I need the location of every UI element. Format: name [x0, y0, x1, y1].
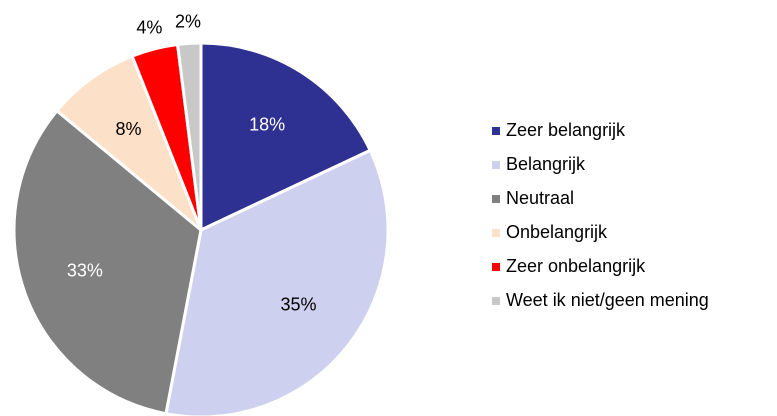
- data-label: 2%: [175, 12, 201, 32]
- legend-label: Zeer onbelangrijk: [506, 256, 646, 276]
- pie-slice: [164, 148, 390, 416]
- legend-swatch: [492, 297, 500, 305]
- data-label: 8%: [115, 119, 141, 139]
- pie-slice: [54, 54, 203, 232]
- legend-swatch: [492, 161, 500, 169]
- legend-swatch: [492, 127, 500, 135]
- pie-slice: [199, 41, 373, 233]
- legend-swatch: [492, 195, 500, 203]
- legend-label: Zeer belangrijk: [506, 120, 626, 140]
- legend-swatch: [492, 263, 500, 271]
- legend-label: Neutraal: [506, 188, 574, 208]
- legend-label: Onbelangrijk: [506, 222, 608, 242]
- pie-slice: [12, 108, 203, 416]
- legend-label: Belangrijk: [506, 154, 586, 174]
- data-label: 4%: [136, 18, 162, 38]
- pie-slice: [175, 41, 203, 231]
- legend-label: Weet ik niet/geen mening: [506, 290, 709, 310]
- data-label: 35%: [281, 294, 317, 314]
- legend-swatch: [492, 229, 500, 237]
- data-label: 33%: [67, 261, 103, 281]
- data-label: 18%: [249, 115, 285, 135]
